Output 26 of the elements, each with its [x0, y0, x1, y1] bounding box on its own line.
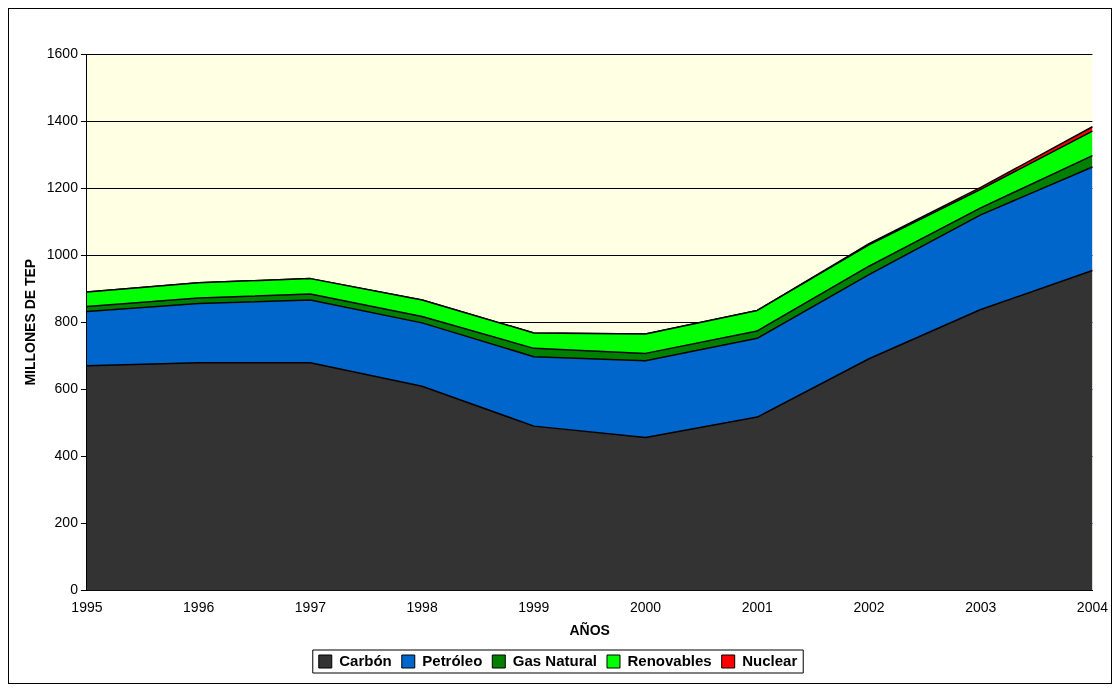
y-tick-label: 800 [54, 313, 79, 330]
y-tick-label: 1200 [46, 178, 79, 195]
x-tick-label: 2001 [741, 598, 774, 615]
legend-label: Renovables [627, 651, 712, 669]
x-tick-label: 1998 [406, 598, 438, 615]
y-tick-label: 600 [54, 380, 79, 397]
legend-label: Nuclear [742, 651, 798, 669]
x-tick-label: 1995 [71, 598, 103, 615]
x-tick-label: 2000 [629, 598, 662, 615]
x-tick-label: 1996 [183, 598, 215, 615]
x-tick-label: 2004 [1076, 598, 1109, 615]
legend-label: Petróleo [422, 651, 483, 669]
y-tick-label: 200 [54, 514, 79, 531]
x-tick-label: 2003 [965, 598, 997, 615]
x-axis-title: AÑOS [569, 621, 610, 639]
y-tick-label: 1400 [46, 111, 79, 128]
x-tick-label: 1997 [294, 598, 327, 615]
legend-label: Carbón [339, 651, 392, 669]
y-axis-title: MILLONES DE TEP [22, 258, 39, 386]
y-tick-label: 400 [54, 447, 79, 464]
x-tick-label: 1999 [518, 598, 550, 615]
x-tick-label: 2002 [853, 598, 885, 615]
y-tick-label: 1000 [46, 246, 79, 263]
y-tick-label: 0 [70, 581, 79, 598]
y-tick-label: 1600 [46, 44, 79, 61]
legend-label: Gas Natural [512, 651, 597, 669]
